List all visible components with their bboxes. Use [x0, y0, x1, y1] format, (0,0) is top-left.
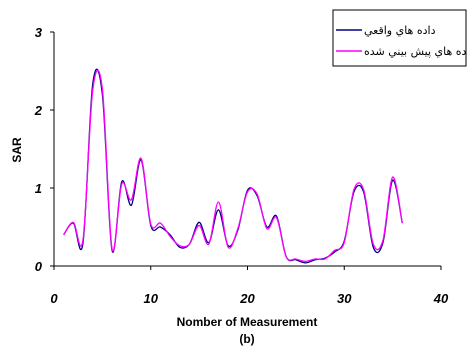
- x-tick-label: 0: [50, 291, 58, 306]
- y-axis-ticks: 0 1 2 3: [34, 25, 54, 274]
- x-axis-ticks: 0 10 20 30 40: [50, 266, 449, 306]
- series-line-predicted: [63, 69, 403, 262]
- y-tick-label: 2: [34, 103, 43, 118]
- x-axis-title: Nomber of Measurement: [177, 315, 318, 329]
- y-tick-label: 1: [35, 181, 42, 196]
- y-tick-label: 3: [35, 25, 43, 40]
- plot-area: [53, 32, 441, 267]
- x-tick-label: 20: [239, 291, 255, 306]
- legend: داده هاي واقعي داده هاي پيش بيني شده: [332, 9, 467, 67]
- figure-caption: (b): [239, 332, 254, 346]
- legend-label-actual: داده هاي واقعي: [364, 24, 436, 37]
- series-layer: [63, 68, 403, 264]
- y-axis-title: SAR: [10, 137, 24, 163]
- x-tick-label: 40: [433, 291, 449, 306]
- x-tick-label: 10: [144, 291, 159, 306]
- legend-box: [332, 9, 467, 67]
- y-tick-label: 0: [35, 259, 43, 274]
- series-line-actual: [63, 68, 403, 264]
- x-tick-label: 30: [337, 291, 352, 306]
- legend-label-predicted: داده هاي پيش بيني شده: [364, 45, 467, 58]
